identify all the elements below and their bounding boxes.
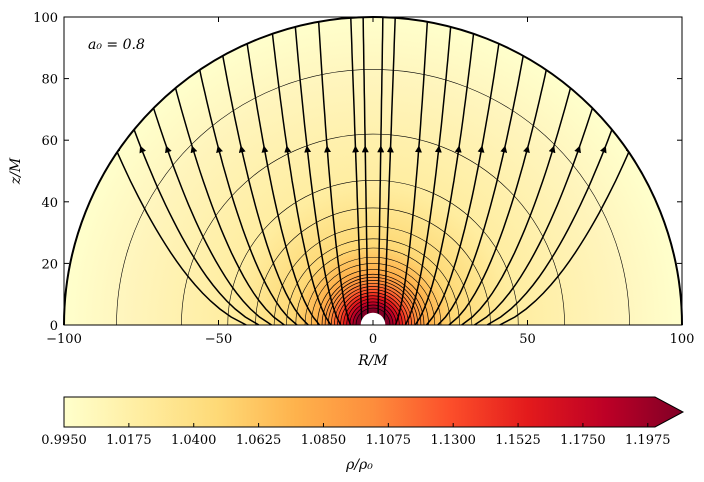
density-contour: [355, 307, 391, 325]
y-tick-label: 0: [50, 319, 58, 334]
density-contour: [255, 207, 491, 325]
density-contour: [352, 304, 394, 325]
streamline-arrow: [284, 145, 292, 165]
streamline-arrow: [190, 145, 199, 165]
streamline-arrow: [500, 145, 508, 165]
density-contour: [227, 179, 519, 325]
streamline-arrow: [547, 145, 556, 165]
x-tick-label: 100: [670, 332, 695, 347]
streamline-arrow: [324, 145, 332, 165]
colorbar-tick-label: 1.0175: [106, 433, 152, 448]
colorbar: [63, 396, 685, 428]
streamline-arrow: [165, 145, 174, 166]
y-tick-label: 20: [41, 257, 58, 272]
density-contour: [340, 292, 406, 325]
density-contour: [321, 273, 425, 325]
spin-annotation: a₀ = 0.8: [88, 37, 145, 53]
x-tick-label: 50: [519, 332, 536, 347]
density-contour: [337, 289, 409, 325]
y-tick-label: 40: [41, 196, 58, 211]
density-contour: [334, 286, 412, 325]
density-contour: [295, 247, 451, 325]
x-tick-label: 0: [369, 332, 377, 347]
streamline-arrow: [216, 145, 224, 165]
density-contour: [346, 298, 400, 325]
black-hole-disk: [360, 312, 386, 325]
streamline-arrow: [139, 145, 149, 166]
streamline-arrow: [522, 145, 530, 165]
x-tick-label: −100: [46, 332, 82, 347]
streamline-arrow: [477, 145, 485, 165]
density-contour: [349, 301, 397, 325]
colorbar-tick-label: 1.0850: [301, 433, 347, 448]
density-contour: [324, 276, 422, 325]
streamline-arrow: [434, 145, 442, 165]
density-contour: [273, 226, 473, 325]
colorbar-tick-label: 1.1300: [430, 433, 476, 448]
colorbar-tick-label: 1.1075: [366, 433, 412, 448]
streamline-arrow: [386, 145, 394, 165]
y-axis-label: z/M: [8, 157, 24, 185]
streamline-arrow: [414, 145, 422, 165]
density-contour: [116, 69, 630, 325]
streamline-arrow: [572, 145, 581, 166]
x-axis-ticks: −100 −50 0 50 100: [46, 17, 694, 347]
streamline-arrow: [304, 145, 312, 165]
streamline-arrow: [238, 145, 246, 165]
density-contour: [330, 283, 416, 325]
x-tick-label: −50: [205, 332, 232, 347]
y-axis-ticks: 0 20 40 60 80 100: [33, 11, 682, 334]
streamline-arrow: [597, 145, 607, 166]
streamline-arrow: [261, 145, 269, 165]
density-contour: [286, 238, 460, 325]
y-tick-label: 80: [41, 73, 58, 88]
density-contour: [304, 256, 442, 325]
colorbar-tick-label: 1.1750: [560, 433, 606, 448]
colorbar-tick-label: 1.0625: [236, 433, 282, 448]
y-tick-label: 100: [33, 11, 58, 26]
colorbar-tick-label: 1.0400: [171, 433, 217, 448]
colorbar-label: ρ/ρ₀: [345, 457, 373, 473]
y-tick-label: 60: [41, 134, 58, 149]
colorbar-tick-label: 1.1525: [495, 433, 541, 448]
colorbar-ticks: 0.9950 1.0175 1.0400 1.0625 1.0850 1.1075 1.13…: [41, 423, 671, 448]
streamline-arrow: [352, 145, 360, 165]
density-contour: [317, 269, 429, 325]
colorbar-tick-label: 0.9950: [41, 433, 87, 448]
streamline-arrow: [454, 145, 462, 165]
colorbar-tick-label: 1.1975: [625, 433, 671, 448]
x-axis-label: R/M: [357, 353, 388, 369]
